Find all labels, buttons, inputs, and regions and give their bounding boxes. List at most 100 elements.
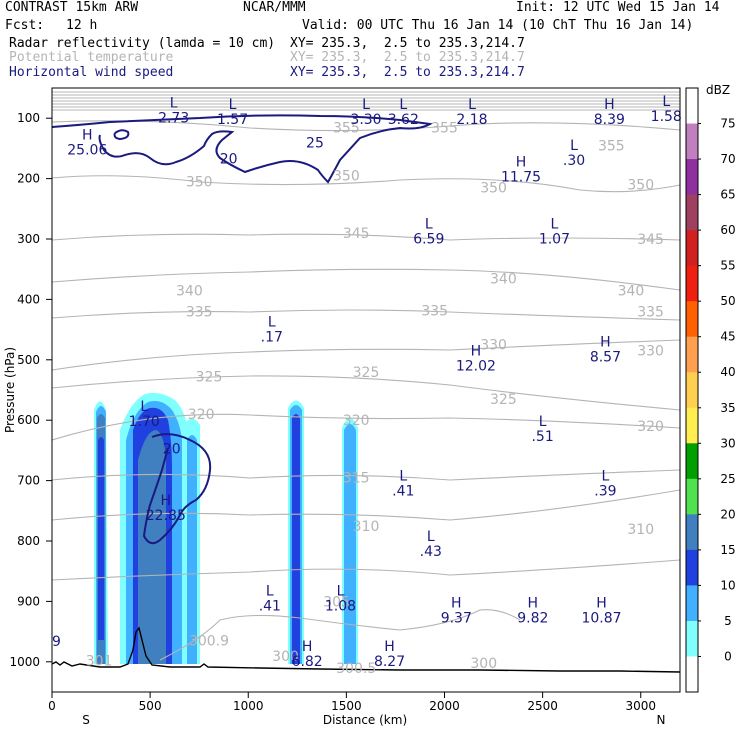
theta-contour-label: 310 xyxy=(627,522,654,538)
extremum-value-label: 11.75 xyxy=(501,170,541,186)
colorbar-level-label: 30 xyxy=(720,436,735,450)
refl-cell-20dbz xyxy=(292,414,300,664)
theta-line-305 xyxy=(52,559,680,581)
extremum-value-label: 10.87 xyxy=(581,610,621,626)
colorbar-level-label: 35 xyxy=(720,401,735,415)
y-tick-label: 100 xyxy=(17,111,40,125)
extremum-type-label: L xyxy=(266,583,274,599)
x-tick-label: 0 xyxy=(48,699,56,713)
extremum-value-label: 1.57 xyxy=(217,112,248,128)
colorbar-frame xyxy=(685,87,699,693)
x-axis-title: Distance (km) xyxy=(323,713,407,727)
extremum-type-label: L xyxy=(337,583,345,599)
refl-cell-25dbz xyxy=(138,430,166,664)
extremum-value-label: 1.70 xyxy=(129,414,160,430)
theta-line-300 xyxy=(159,609,521,661)
extremum-type-label: L xyxy=(170,95,178,111)
extremum-type-label: L xyxy=(140,399,148,415)
extremum-type-label: H xyxy=(604,97,615,113)
theta-contour-label: 320 xyxy=(188,407,215,423)
extremum-type-label: H xyxy=(161,493,172,509)
theta-contour-label: 315 xyxy=(343,471,370,487)
refl-cell-15dbz xyxy=(187,435,197,664)
colorbar-level-label: 15 xyxy=(720,543,735,557)
theta-contour-label: 335 xyxy=(637,304,664,320)
extremum-value-label: 9.37 xyxy=(441,610,472,626)
wind-contour-20 xyxy=(142,433,212,545)
extremum-value-label: 22.85 xyxy=(146,508,186,524)
field-xy-theta: XY= 235.3, 2.5 to 235.3,214.7 xyxy=(290,50,525,65)
extremum-type-label: L xyxy=(570,138,578,154)
colorbar-level-label: 70 xyxy=(720,152,735,166)
theta-contour-label: 350 xyxy=(186,175,213,191)
theta-contour-label: 330 xyxy=(480,338,507,354)
extremum-value-label: 6.82 xyxy=(292,654,323,670)
theta-contour-label: 345 xyxy=(343,226,370,242)
extremum-type-label: L xyxy=(229,97,237,113)
extremum-type-label: L xyxy=(425,217,433,233)
y-tick-label: 200 xyxy=(17,172,40,186)
theta-line-355 xyxy=(52,120,680,132)
fcst-value: 12 h xyxy=(66,18,98,33)
theta-contour-label: 350 xyxy=(333,169,360,185)
colorbar-level-label: 20 xyxy=(720,507,735,521)
colorbar-unit: dBZ xyxy=(706,83,730,97)
field-name-wind: Horizontal wind speed xyxy=(9,65,174,80)
theta-line-335 xyxy=(52,309,680,321)
extremum-value-label: 6.59 xyxy=(413,232,444,248)
theta-contour-label: 325 xyxy=(353,365,380,381)
init-time: Init: 12 UTC Wed 15 Jan 14 xyxy=(516,0,720,15)
colorbar-swatch xyxy=(686,159,698,196)
colorbar-swatch xyxy=(686,230,698,267)
theta-line-350 xyxy=(52,175,680,193)
colorbar-level-label: 65 xyxy=(720,188,735,202)
colorbar-level-label: 60 xyxy=(720,223,735,237)
model-title: CONTRAST 15km ARW xyxy=(5,0,139,15)
theta-contour-label: 305 xyxy=(323,594,350,610)
theta-line-325 xyxy=(52,375,680,411)
theta-contour-label: 335 xyxy=(186,304,213,320)
refl-cell-15dbz xyxy=(344,424,356,664)
extremum-value-label: .39 xyxy=(594,484,616,500)
theta-contour-label: 350 xyxy=(627,178,654,194)
y-tick-label: 600 xyxy=(17,413,40,427)
extremum-type-label: H xyxy=(600,335,611,351)
extremum-value-label: .41 xyxy=(259,598,281,614)
theta-contour-label: 345 xyxy=(637,232,664,248)
extremum-type-label: L xyxy=(468,97,476,113)
extremum-type-label: H xyxy=(596,595,607,611)
theta-line-330 xyxy=(52,339,680,371)
wind-contour-closed xyxy=(113,129,130,141)
extremum-value-label: .43 xyxy=(420,544,442,560)
radar-reflectivity-layer xyxy=(94,392,358,664)
colorbar-swatch xyxy=(686,123,698,160)
x-tick-label: 3000 xyxy=(625,699,656,713)
theta-contour-label: 300.9 xyxy=(189,634,229,650)
theta-contour-label: 325 xyxy=(490,392,517,408)
wind-contour-25 xyxy=(51,114,433,184)
plot-frame xyxy=(51,87,681,693)
extremum-value-label: 9.82 xyxy=(517,610,548,626)
extremum-value-label: .51 xyxy=(531,429,553,445)
y-tick-label: 800 xyxy=(17,534,40,548)
theta-line-340 xyxy=(52,268,680,291)
extremum-type-label: L xyxy=(399,97,407,113)
theta-contour-label: 340 xyxy=(490,271,517,287)
theta-contour-label: 340 xyxy=(176,283,203,299)
colorbar-level-label: 25 xyxy=(720,472,735,486)
colorbar-swatch xyxy=(686,585,698,622)
y-axis-title: Pressure (hPa) xyxy=(3,347,17,433)
colorbar-level-label: 75 xyxy=(720,117,735,131)
theta-line-310 xyxy=(52,489,680,521)
theta-contour-label: 325 xyxy=(196,370,223,386)
theta-contour-label: 300 xyxy=(470,656,497,672)
extremum-type-label: H xyxy=(471,344,482,360)
refl-cell-20dbz xyxy=(98,437,104,640)
extremum-value-label: .17 xyxy=(261,330,283,346)
extremum-value-label: 1.07 xyxy=(539,232,570,248)
theta-contour-label: 301 xyxy=(86,654,113,670)
axes: 0 500 1000 1500 2000 2500 3000 100 200 300 400 500 6… xyxy=(9,111,656,713)
org-label: NCAR/MMM xyxy=(243,0,306,15)
field-name-reflectivity: Radar reflectivity (lamda = 10 cm) xyxy=(9,36,276,51)
